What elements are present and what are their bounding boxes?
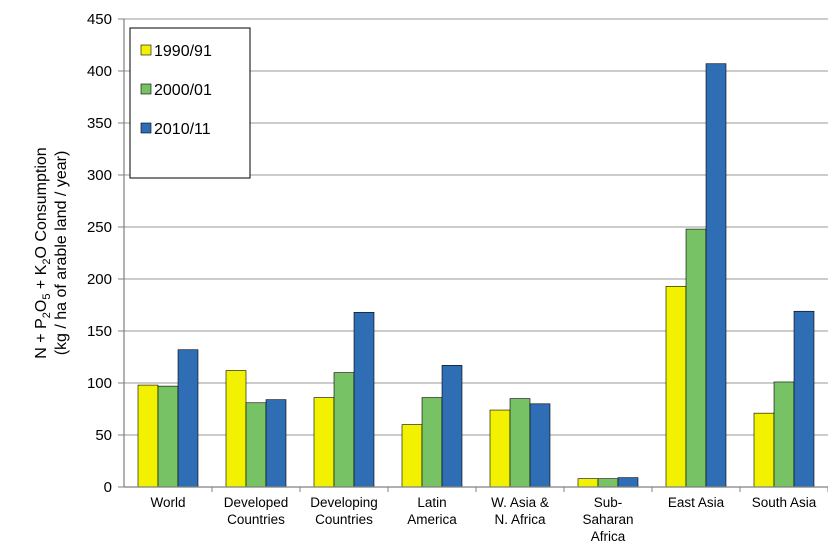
y-tick-label: 50: [95, 427, 112, 444]
y-tick-label: 0: [104, 479, 112, 496]
legend-label: 2010/11: [154, 121, 211, 138]
bar: [489, 409, 511, 488]
x-category-label: World: [150, 495, 185, 510]
y-tick-label: 150: [87, 323, 112, 340]
bar: [529, 403, 551, 488]
bar: [773, 381, 795, 488]
x-category-label: W. Asia & N. Africa: [491, 495, 549, 527]
y-axis-ticks: 0 50 100 150 200 250 300 350 400 450: [87, 11, 124, 496]
legend-label: 1990/91: [154, 43, 212, 60]
bar: [137, 384, 159, 488]
y-tick-label: 350: [87, 115, 112, 132]
bar: [793, 310, 815, 488]
bar: [157, 385, 179, 488]
bar: [441, 365, 463, 488]
x-category-label: East Asia: [668, 495, 725, 510]
bar: [617, 477, 639, 488]
x-category-label: Developed Countries: [224, 495, 289, 527]
bar: [421, 397, 443, 488]
legend-label: 2000/01: [154, 82, 212, 99]
y-tick-label: 400: [87, 63, 112, 80]
legend-swatch: [140, 44, 152, 56]
bar: [597, 478, 619, 488]
bar: [685, 228, 707, 488]
bar: [705, 63, 727, 488]
bar: [509, 398, 531, 488]
bar: [753, 412, 775, 488]
x-axis-categories: World Developed Countries Developing Countri…: [150, 495, 816, 544]
legend: 1990/91 2000/01 2010/11: [129, 27, 251, 179]
y-axis-label-units: (kg / ha of arable land / year): [53, 151, 70, 356]
x-category-label: Developing Countries: [310, 495, 378, 527]
legend-swatch: [140, 122, 152, 134]
bar: [265, 399, 287, 488]
bar: [177, 349, 199, 488]
y-axis-label: N + P2O5 + K2O Consumption: [33, 147, 53, 358]
x-category-label: Sub-Saharan Africa: [582, 495, 633, 544]
legend-swatch: [140, 83, 152, 95]
bar: [401, 424, 423, 488]
bar: [353, 311, 375, 488]
bars: [137, 63, 828, 492]
bar: [333, 372, 355, 488]
y-tick-label: 250: [87, 219, 112, 236]
bar: [245, 402, 267, 488]
bar: [225, 370, 247, 488]
x-category-label: Latin America: [407, 495, 457, 527]
x-category-label: South Asia: [752, 495, 817, 510]
y-tick-label: 200: [87, 271, 112, 288]
bar: [577, 478, 599, 488]
bar: [665, 285, 687, 488]
bar: [313, 397, 335, 488]
y-tick-label: 450: [87, 11, 112, 28]
y-tick-label: 100: [87, 375, 112, 392]
y-tick-label: 300: [87, 167, 112, 184]
